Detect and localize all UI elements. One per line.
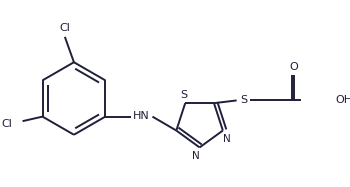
Text: Cl: Cl (2, 119, 13, 129)
Text: S: S (180, 90, 187, 100)
Text: HN: HN (133, 111, 150, 121)
Text: OH: OH (335, 95, 350, 105)
Text: N: N (223, 134, 230, 144)
Text: N: N (192, 151, 200, 161)
Text: S: S (240, 95, 247, 105)
Text: Cl: Cl (60, 23, 70, 33)
Text: O: O (289, 62, 298, 72)
